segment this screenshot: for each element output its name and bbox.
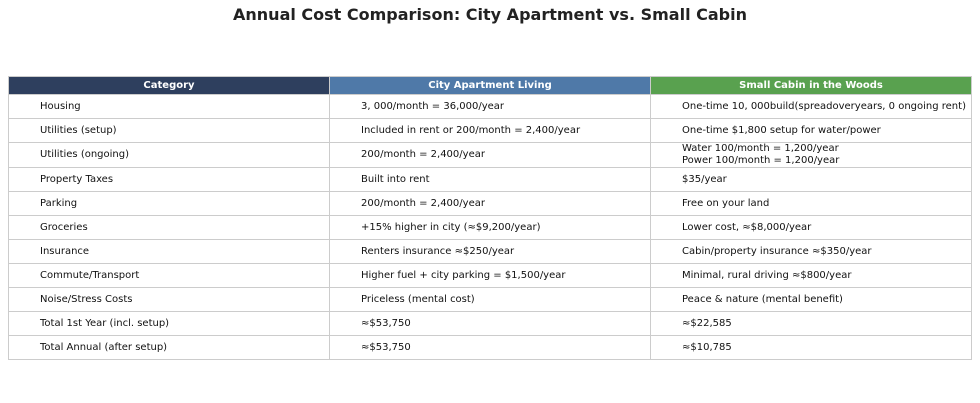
category-cell: Utilities (ongoing) xyxy=(8,142,330,168)
column-header-category: Category xyxy=(8,76,330,95)
city-cell: ≈$53,750 xyxy=(329,335,651,360)
category-cell: Groceries xyxy=(8,215,330,240)
cabin-cell: ≈$22,585 xyxy=(650,311,972,336)
table-row: Commute/Transport Higher fuel + city park… xyxy=(8,263,972,288)
category-cell: Total Annual (after setup) xyxy=(8,335,330,360)
table-body: Housing 3, 000/month = 36,000/year One-tim… xyxy=(8,94,972,360)
city-cell: +15% higher in city (≈$9,200/year) xyxy=(329,215,651,240)
city-cell: Included in rent or 200/month = 2,400/ye… xyxy=(329,118,651,143)
column-header-city: City Apartment Living xyxy=(329,76,651,95)
table-row: Parking 200/month = 2,400/year Free on you… xyxy=(8,191,972,216)
cabin-cell: Minimal, rural driving ≈$800/year xyxy=(650,263,972,288)
table-row: Groceries +15% higher in city (≈$9,200/ye… xyxy=(8,215,972,240)
category-cell: Total 1st Year (incl. setup) xyxy=(8,311,330,336)
city-cell: 200/month = 2,400/year xyxy=(329,142,651,168)
category-cell: Noise/Stress Costs xyxy=(8,287,330,312)
category-cell: Commute/Transport xyxy=(8,263,330,288)
cabin-cell: One-time $1,800 setup for water/power xyxy=(650,118,972,143)
cabin-cell: One-time 10, 000build(spreadoveryears, 0… xyxy=(650,94,972,119)
table-row: Insurance Renters insurance ≈$250/year Cab… xyxy=(8,239,972,264)
category-cell: Parking xyxy=(8,191,330,216)
cabin-cell: Cabin/property insurance ≈$350/year xyxy=(650,239,972,264)
cabin-cell: $35/year xyxy=(650,167,972,192)
table-header-row: Category City Apartment Living Small Cab… xyxy=(8,76,972,95)
city-cell: Built into rent xyxy=(329,167,651,192)
cabin-cell: Peace & nature (mental benefit) xyxy=(650,287,972,312)
table-row: Noise/Stress Costs Priceless (mental cost… xyxy=(8,287,972,312)
table-row: Total 1st Year (incl. setup) ≈$53,750 ≈$22… xyxy=(8,311,972,336)
table-row: Total Annual (after setup) ≈$53,750 ≈$10,7… xyxy=(8,335,972,360)
category-cell: Housing xyxy=(8,94,330,119)
table-row: Property Taxes Built into rent $35/year xyxy=(8,167,972,192)
cabin-cell: Water 100/month = 1,200/year Power 100/mo… xyxy=(650,142,972,168)
category-cell: Property Taxes xyxy=(8,167,330,192)
category-cell: Insurance xyxy=(8,239,330,264)
category-cell: Utilities (setup) xyxy=(8,118,330,143)
chart-title: Annual Cost Comparison: City Apartment v… xyxy=(233,5,747,24)
comparison-table: Category City Apartment Living Small Cab… xyxy=(8,76,972,360)
table-row: Housing 3, 000/month = 36,000/year One-tim… xyxy=(8,94,972,119)
city-cell: 200/month = 2,400/year xyxy=(329,191,651,216)
table-row: Utilities (setup) Included in rent or 200… xyxy=(8,118,972,143)
city-cell: Higher fuel + city parking = $1,500/year xyxy=(329,263,651,288)
city-cell: Priceless (mental cost) xyxy=(329,287,651,312)
column-header-cabin: Small Cabin in the Woods xyxy=(650,76,972,95)
table-row: Utilities (ongoing) 200/month = 2,400/yea… xyxy=(8,142,972,168)
city-cell: 3, 000/month = 36,000/year xyxy=(329,94,651,119)
cabin-cell: Free on your land xyxy=(650,191,972,216)
cabin-cell: Lower cost, ≈$8,000/year xyxy=(650,215,972,240)
city-cell: Renters insurance ≈$250/year xyxy=(329,239,651,264)
cabin-cell: ≈$10,785 xyxy=(650,335,972,360)
city-cell: ≈$53,750 xyxy=(329,311,651,336)
